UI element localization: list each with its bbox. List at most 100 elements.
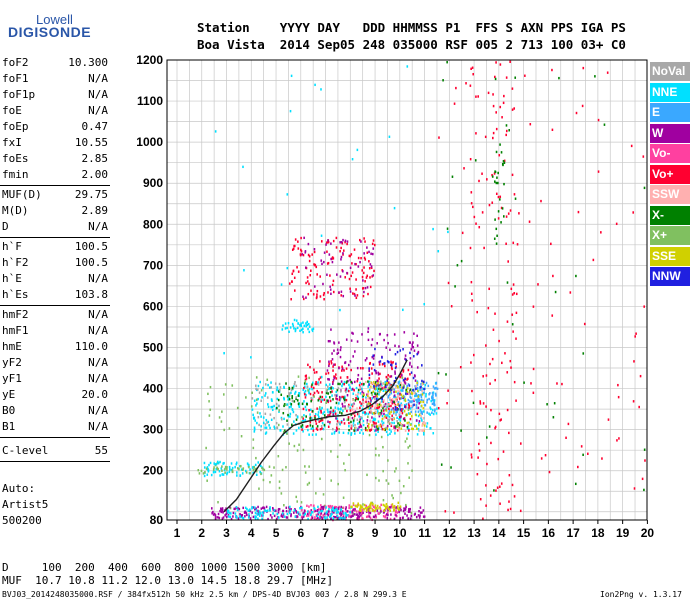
echo-point bbox=[410, 348, 413, 351]
echo-point bbox=[403, 410, 406, 413]
echo-point bbox=[347, 513, 350, 517]
echo-point bbox=[477, 95, 479, 98]
echo-point bbox=[386, 427, 389, 430]
echo-point bbox=[281, 468, 284, 472]
echo-point bbox=[375, 426, 378, 430]
echo-point bbox=[366, 429, 369, 432]
echo-point bbox=[369, 419, 372, 423]
trace-line bbox=[223, 359, 408, 513]
echo-point bbox=[503, 182, 505, 186]
echo-point bbox=[351, 158, 354, 161]
echo-point bbox=[378, 454, 380, 457]
echo-point bbox=[293, 382, 296, 386]
echo-point bbox=[329, 410, 332, 414]
echo-point bbox=[307, 514, 310, 517]
echo-point bbox=[306, 512, 309, 516]
echo-point bbox=[319, 275, 322, 278]
echo-point bbox=[419, 388, 421, 391]
echo-point bbox=[341, 517, 344, 520]
param-row-b1: B1 N/A bbox=[2, 420, 108, 434]
echo-point bbox=[211, 507, 213, 510]
echo-point bbox=[227, 509, 229, 512]
echo-point bbox=[399, 517, 401, 520]
param-row-foe: foE N/A bbox=[2, 104, 108, 118]
echo-point bbox=[245, 469, 247, 473]
echo-point bbox=[370, 399, 372, 402]
echo-point bbox=[530, 382, 532, 385]
echo-point bbox=[358, 238, 361, 242]
echo-point bbox=[393, 388, 396, 391]
echo-point bbox=[361, 275, 364, 279]
echo-point bbox=[433, 403, 436, 407]
echo-point bbox=[372, 363, 375, 366]
echo-point bbox=[392, 412, 395, 415]
echo-point bbox=[425, 395, 427, 398]
echo-point bbox=[222, 511, 224, 514]
echo-point bbox=[396, 424, 398, 428]
echo-point bbox=[227, 514, 230, 517]
echo-point bbox=[357, 412, 360, 416]
echo-point bbox=[278, 507, 280, 511]
echo-point bbox=[511, 108, 514, 111]
echo-point bbox=[384, 514, 387, 517]
echo-point bbox=[273, 416, 275, 420]
echo-point bbox=[415, 404, 418, 407]
echo-point bbox=[279, 389, 281, 392]
echo-point bbox=[313, 507, 316, 510]
echo-point bbox=[321, 427, 323, 430]
echo-point bbox=[403, 396, 406, 399]
echo-point bbox=[231, 384, 234, 387]
echo-point bbox=[356, 505, 359, 508]
echo-point bbox=[342, 253, 344, 256]
echo-point bbox=[414, 403, 416, 407]
echo-point bbox=[372, 381, 375, 384]
echo-point bbox=[410, 365, 413, 368]
echo-point bbox=[298, 443, 300, 446]
echo-point bbox=[367, 292, 369, 296]
echo-point bbox=[379, 412, 381, 415]
echo-point bbox=[508, 129, 511, 132]
echo-point bbox=[314, 509, 317, 513]
echo-point bbox=[354, 262, 356, 266]
echo-point bbox=[227, 511, 229, 514]
echo-point bbox=[308, 376, 310, 380]
legend-item-nne: NNE bbox=[650, 82, 690, 102]
echo-point bbox=[315, 518, 318, 521]
param-row-he: h`E N/A bbox=[2, 272, 108, 286]
echo-point bbox=[298, 426, 300, 430]
echo-point bbox=[429, 406, 432, 409]
echo-point bbox=[412, 376, 415, 380]
echo-point bbox=[401, 389, 404, 392]
echo-point bbox=[218, 470, 221, 473]
echo-point bbox=[356, 411, 359, 414]
echo-point bbox=[470, 191, 473, 194]
echo-point bbox=[643, 488, 645, 492]
echo-point bbox=[388, 507, 390, 511]
echo-point bbox=[382, 423, 385, 427]
echo-point bbox=[507, 212, 510, 215]
echo-point bbox=[437, 406, 440, 410]
echo-point bbox=[330, 479, 333, 482]
echo-point bbox=[472, 401, 475, 405]
logo-lowell: Lowell bbox=[36, 12, 73, 27]
echo-point bbox=[497, 195, 500, 199]
echo-point bbox=[236, 516, 238, 519]
echo-point bbox=[350, 413, 353, 416]
auto-artist: Artist5 bbox=[2, 498, 49, 511]
echo-point bbox=[423, 387, 425, 391]
echo-point bbox=[465, 82, 467, 85]
echo-point bbox=[402, 348, 404, 351]
footer-version: Ion2Png v. 1.3.17 bbox=[600, 590, 682, 599]
echo-point bbox=[615, 222, 618, 226]
echo-point bbox=[276, 388, 278, 392]
echo-point bbox=[321, 395, 324, 399]
echo-point bbox=[485, 405, 487, 408]
echo-point bbox=[366, 274, 369, 277]
echo-point bbox=[386, 425, 389, 428]
echo-point bbox=[308, 282, 310, 286]
echo-point bbox=[373, 243, 376, 247]
echo-point bbox=[357, 256, 360, 260]
echo-point bbox=[420, 404, 423, 408]
echo-point bbox=[333, 430, 336, 434]
echo-point bbox=[436, 387, 439, 390]
